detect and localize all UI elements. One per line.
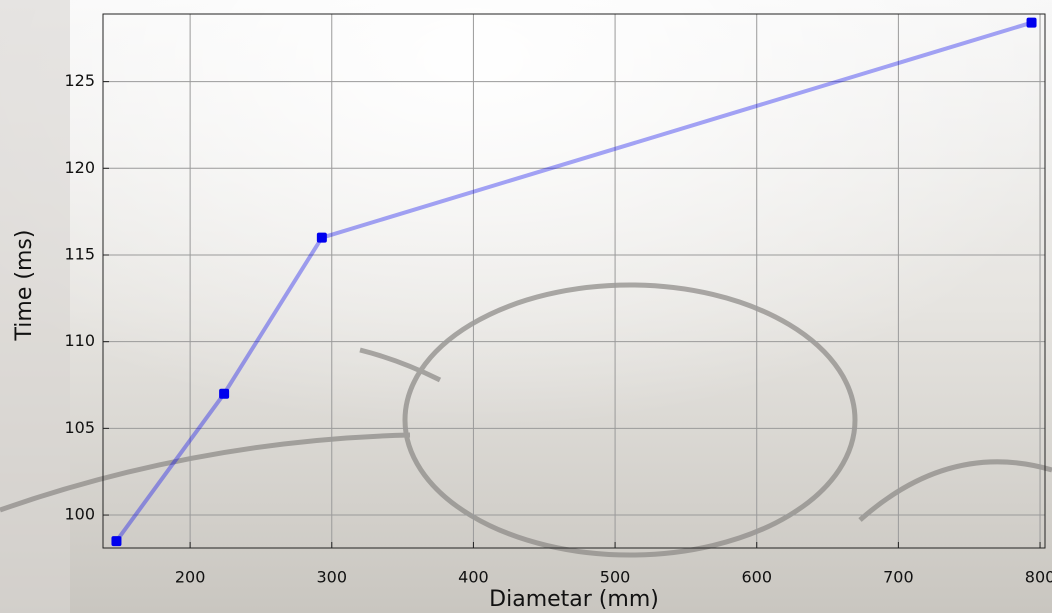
- x-tick-label: 700: [883, 568, 914, 587]
- y-tick-label: 100: [64, 505, 95, 524]
- x-tick-label: 800: [1025, 568, 1052, 587]
- x-tick-label: 400: [458, 568, 489, 587]
- x-tick-label: 600: [741, 568, 772, 587]
- y-tick-label: 105: [64, 418, 95, 437]
- x-tick-label: 500: [600, 568, 631, 587]
- y-tick-label: 110: [64, 331, 95, 350]
- y-axis-title: Time (ms): [12, 230, 37, 342]
- chart: 100105110115120125200300400500600700800 …: [0, 0, 1052, 613]
- data-point: [1027, 18, 1037, 28]
- x-tick-label: 300: [316, 568, 347, 587]
- y-tick-label: 120: [64, 158, 95, 177]
- y-tick-label: 125: [64, 71, 95, 90]
- y-tick-label: 115: [64, 244, 95, 263]
- x-axis-title: Diametar (mm): [489, 587, 659, 612]
- data-point: [111, 536, 121, 546]
- data-point: [219, 389, 229, 399]
- background-highlight: [0, 0, 1052, 613]
- x-tick-label: 200: [175, 568, 206, 587]
- data-point: [317, 233, 327, 243]
